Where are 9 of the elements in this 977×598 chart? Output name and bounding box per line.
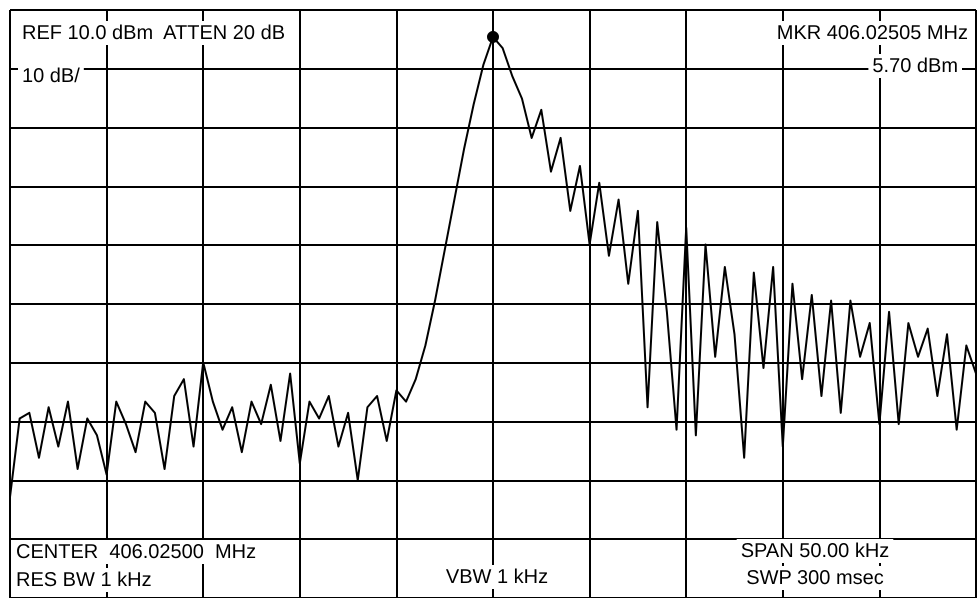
annotation: VBW 1 kHz xyxy=(446,566,548,588)
annotation: MKR 406.02505 MHz xyxy=(776,22,968,44)
annotation: 10 dB/ xyxy=(22,65,80,87)
annotation: 5.70 dBm xyxy=(872,55,958,77)
annotation: SPAN 50.00 kHz xyxy=(740,540,890,562)
annotation: CENTER 406.02500 MHz xyxy=(16,541,256,563)
annotation: SWP 300 msec xyxy=(746,567,884,589)
annotation: RES BW 1 kHz xyxy=(16,569,152,591)
annotation: REF 10.0 dBm ATTEN 20 dB xyxy=(22,22,286,44)
